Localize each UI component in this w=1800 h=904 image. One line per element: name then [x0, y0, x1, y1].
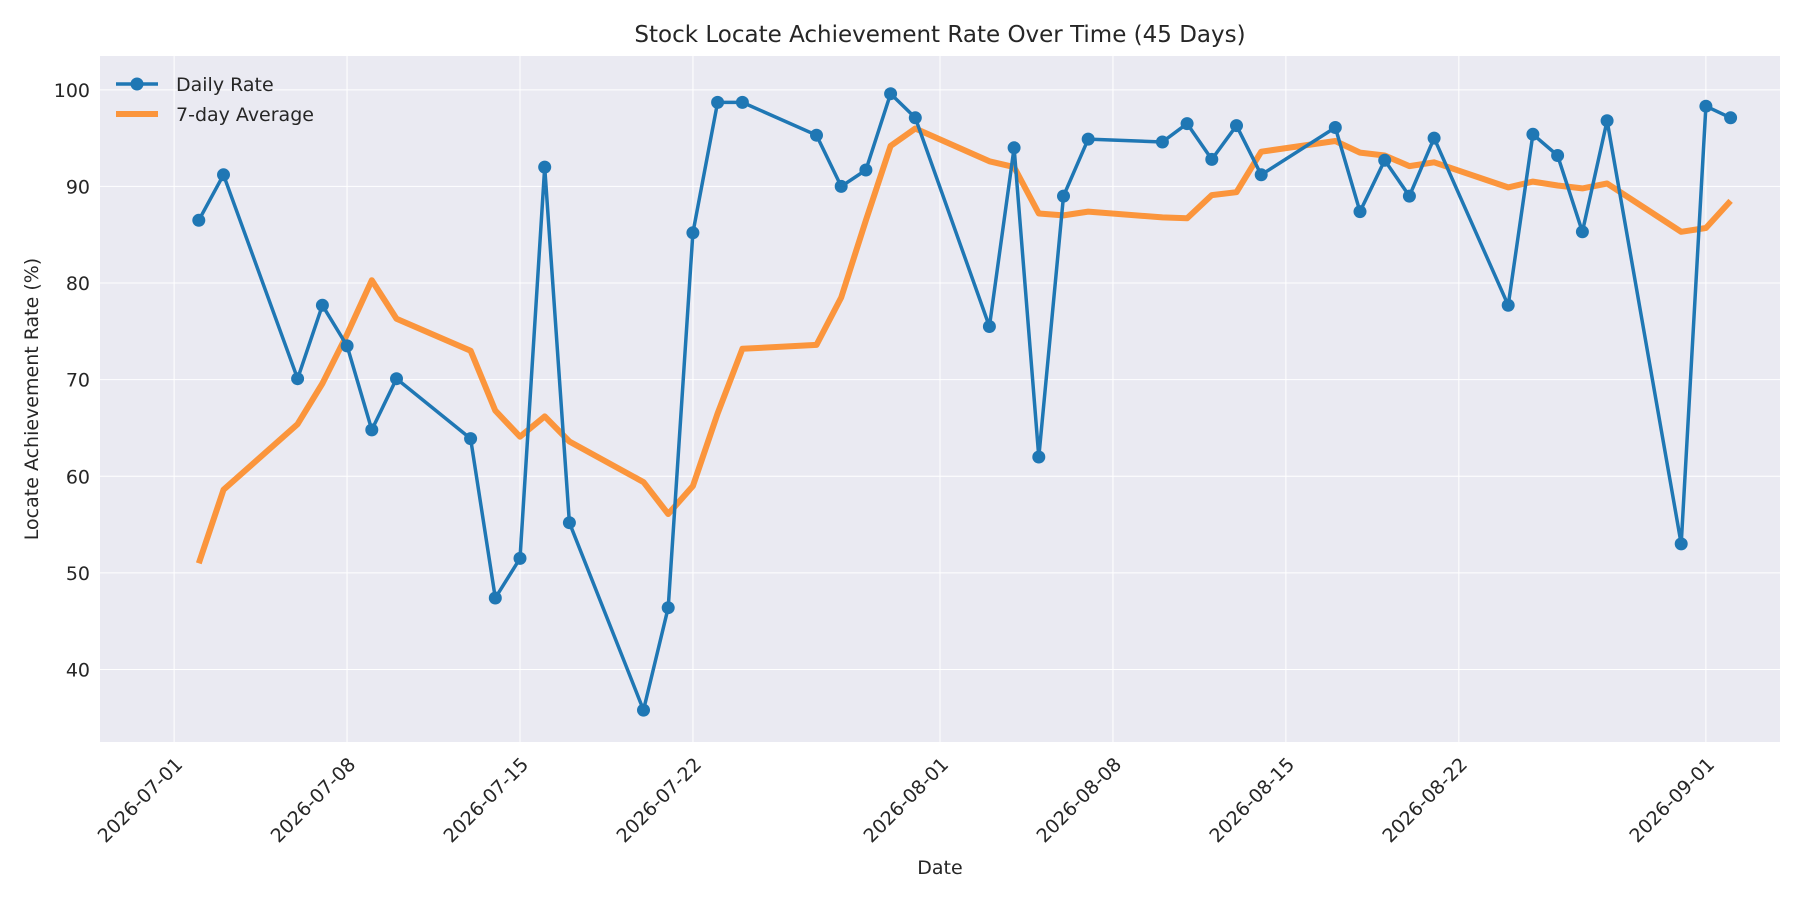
- legend: Daily Rate 7-day Average: [116, 74, 314, 126]
- daily-series: [192, 87, 1738, 717]
- y-tick-label: 80: [66, 273, 90, 295]
- daily-point: [908, 111, 922, 125]
- daily-point: [1057, 189, 1070, 203]
- daily-point: [1155, 135, 1169, 149]
- daily-point: [735, 95, 749, 109]
- daily-point: [1699, 99, 1713, 113]
- daily-point: [859, 163, 873, 177]
- daily-point: [365, 423, 379, 437]
- daily-point: [1600, 114, 1614, 128]
- daily-point: [834, 179, 848, 193]
- daily-point: [1501, 298, 1515, 312]
- daily-point: [217, 168, 230, 182]
- daily-point: [390, 372, 403, 386]
- daily-point: [661, 601, 675, 615]
- x-tick-label: 2026-07-08: [267, 754, 361, 848]
- daily-point: [538, 160, 552, 174]
- daily-point: [488, 591, 502, 605]
- daily-point: [562, 516, 576, 530]
- y-tick-label: 70: [66, 370, 90, 392]
- x-tick-label: 2026-08-15: [1205, 754, 1299, 848]
- daily-point: [1526, 127, 1540, 141]
- daily-point: [315, 298, 329, 312]
- daily-point: [686, 226, 700, 240]
- daily-point: [884, 87, 898, 101]
- y-tick-label: 40: [66, 660, 90, 682]
- daily-point: [810, 128, 823, 142]
- daily-point: [464, 432, 478, 446]
- daily-point: [637, 703, 650, 717]
- daily-point: [1032, 450, 1046, 464]
- chart-title: Stock Locate Achievement Rate Over Time …: [634, 22, 1245, 48]
- daily-point: [1007, 141, 1021, 155]
- daily-point: [1674, 537, 1688, 551]
- x-tick-label: 2026-08-01: [860, 754, 954, 848]
- x-tick-label: 2026-07-22: [612, 754, 706, 848]
- y-tick-label: 100: [54, 80, 90, 102]
- grid-lines: [100, 56, 1780, 742]
- x-tick-label: 2026-07-15: [440, 754, 534, 848]
- daily-point: [1205, 152, 1219, 166]
- daily-point: [513, 551, 527, 565]
- daily-point: [340, 339, 354, 353]
- daily-point: [1353, 205, 1367, 219]
- daily-point: [1402, 189, 1416, 203]
- y-tick-label: 60: [66, 466, 90, 488]
- daily-point: [711, 95, 725, 109]
- x-tick-label: 2026-08-08: [1032, 754, 1126, 848]
- daily-point: [1378, 153, 1392, 167]
- legend-average-label: 7-day Average: [176, 104, 314, 126]
- daily-point: [1551, 149, 1565, 162]
- legend-daily-marker: [130, 77, 144, 91]
- daily-point: [1254, 168, 1268, 182]
- daily-point: [1427, 131, 1441, 145]
- y-tick-label: 90: [66, 176, 90, 198]
- daily-point: [1575, 225, 1589, 239]
- daily-point: [291, 372, 305, 386]
- x-axis-label: Date: [917, 857, 962, 879]
- daily-point: [1180, 117, 1194, 131]
- average-series: [195, 125, 1733, 565]
- y-axis-label: Locate Achievement Rate (%): [21, 258, 43, 540]
- x-tick-label: 2026-07-01: [94, 754, 188, 848]
- x-axis-ticks: 2026-07-01 2026-07-08 2026-07-15 2026-07-22…: [94, 754, 1719, 848]
- daily-point: [982, 320, 996, 333]
- daily-point: [1328, 121, 1342, 134]
- x-tick-label: 2026-09-01: [1625, 754, 1719, 848]
- average-line: [195, 125, 1733, 565]
- x-tick-label: 2026-08-22: [1378, 754, 1472, 848]
- y-tick-label: 50: [66, 563, 90, 585]
- daily-point: [1230, 119, 1243, 133]
- legend-daily-label: Daily Rate: [176, 74, 274, 96]
- daily-point: [192, 213, 206, 227]
- y-axis-ticks: 40 50 60 70 80 90 100: [54, 80, 90, 682]
- daily-point: [1081, 132, 1095, 146]
- daily-point: [1724, 111, 1738, 125]
